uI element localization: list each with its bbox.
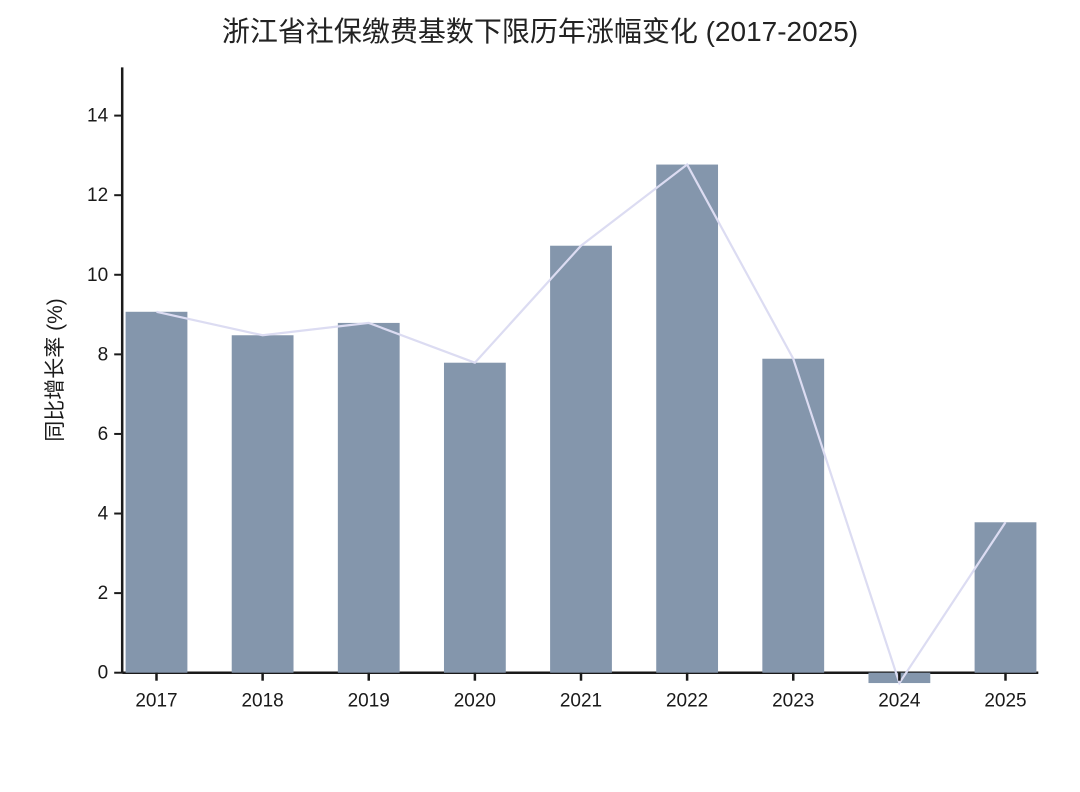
svg-text:10: 10 <box>87 265 108 286</box>
svg-text:2018: 2018 <box>241 691 283 712</box>
svg-text:2024: 2024 <box>878 691 921 712</box>
svg-text:2022: 2022 <box>666 691 708 712</box>
svg-text:2: 2 <box>98 583 109 604</box>
svg-text:2023: 2023 <box>772 691 814 712</box>
svg-text:4: 4 <box>98 504 109 525</box>
svg-text:12: 12 <box>87 185 108 206</box>
svg-text:2020: 2020 <box>454 691 496 712</box>
svg-text:2025: 2025 <box>984 691 1026 712</box>
svg-text:14: 14 <box>87 106 109 127</box>
svg-text:8: 8 <box>98 344 109 365</box>
svg-text:2019: 2019 <box>348 691 390 712</box>
svg-text:6: 6 <box>98 424 109 445</box>
svg-text:2017: 2017 <box>135 691 177 712</box>
svg-text:0: 0 <box>98 663 109 684</box>
svg-text:2021: 2021 <box>560 691 602 712</box>
